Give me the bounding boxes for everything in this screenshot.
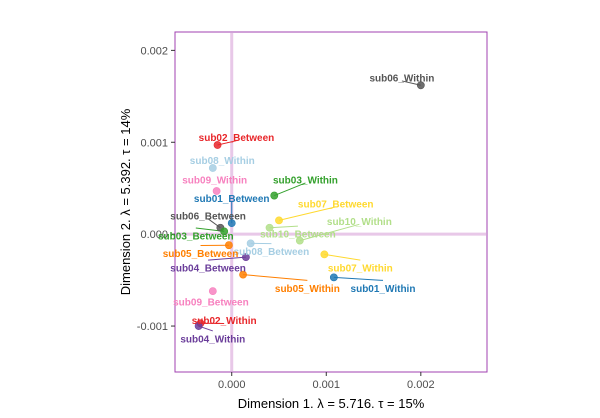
point-sub09_Within — [212, 187, 221, 195]
y-axis-title: Dimension 2. λ = 5.392. τ = 14% — [118, 108, 133, 295]
label-sub05_Between: sub05_Between — [163, 249, 239, 260]
leader-line — [243, 274, 308, 281]
label-sub05_Within: sub05_Within — [275, 284, 340, 295]
label-sub07_Within: sub07_Within — [328, 264, 393, 275]
label-sub02_Between: sub02_Between — [199, 133, 275, 144]
y-tick-label: 0.000 — [140, 229, 168, 241]
point-sub01_Within — [329, 273, 338, 282]
leader-line — [278, 206, 336, 221]
leader-lines — [195, 80, 421, 332]
label-sub09_Between: sub09_Between — [173, 298, 249, 309]
label-sub03_Within: sub03_Within — [273, 175, 338, 186]
label-sub07_Between: sub07_Between — [298, 199, 374, 210]
point-sub03_Between — [220, 227, 229, 236]
leader-line — [208, 256, 246, 261]
label-sub10_Between: sub10_Between — [260, 230, 336, 241]
leader-line — [274, 182, 306, 197]
label-sub06_Within: sub06_Within — [369, 73, 434, 84]
point-sub04_Within — [194, 322, 203, 330]
label-sub10_Within: sub10_Within — [327, 217, 392, 228]
leader-line — [299, 223, 360, 242]
point-sub09_Between — [208, 287, 217, 296]
point-sub08_Within — [208, 164, 217, 172]
point-sub06_Within — [416, 81, 425, 90]
point-sub10_Within — [295, 236, 304, 245]
label-sub08_Between: sub08_Between — [234, 247, 310, 258]
point-sub05_Within — [239, 270, 247, 279]
x-axis-title: Dimension 1. λ = 5.716. τ = 15% — [238, 396, 425, 411]
point-sub07_Between — [275, 216, 283, 225]
label-sub03_Between: sub03_Between — [158, 232, 234, 243]
label-sub06_Between: sub06_Between — [170, 211, 246, 222]
y-tick-label: 0.001 — [140, 137, 168, 149]
label-sub01_Within: sub01_Within — [351, 284, 416, 295]
plot-panel — [174, 31, 488, 373]
label-sub09_Within: sub09_Within — [182, 175, 247, 186]
y-tick-label: -0.001 — [137, 321, 168, 333]
leader-line — [333, 276, 384, 281]
label-sub04_Within: sub04_Within — [180, 334, 245, 345]
y-tick-label: 0.002 — [140, 45, 168, 57]
data-points — [194, 81, 425, 330]
label-sub02_Within: sub02_Within — [192, 316, 257, 327]
label-sub04_Between: sub04_Between — [170, 264, 246, 275]
x-tick-label: 0.001 — [313, 379, 341, 391]
point-sub07_Within — [320, 250, 329, 259]
point-sub08_Between — [246, 239, 255, 248]
point-sub04_Between — [242, 253, 250, 262]
point-sub05_Between — [224, 241, 233, 250]
leader-line — [269, 225, 298, 229]
point-sub02_Between — [213, 141, 222, 149]
x-axis: 0.000 0.001 0.002 — [218, 372, 435, 391]
x-tick-label: 0.002 — [407, 379, 435, 391]
point-sub01_Between — [227, 219, 236, 228]
x-tick-label: 0.000 — [218, 379, 246, 391]
leader-line — [324, 253, 361, 261]
label-sub08_Within: sub08_Within — [190, 156, 255, 167]
point-sub03_Within — [270, 191, 279, 200]
point-sub10_Between — [265, 223, 274, 232]
y-axis: -0.001 0.000 0.001 0.002 — [137, 45, 175, 333]
label-sub01_Between: sub01_Between — [194, 194, 270, 205]
point-labels: sub06_Within sub02_Between sub08_Withinsub… — [158, 73, 434, 345]
